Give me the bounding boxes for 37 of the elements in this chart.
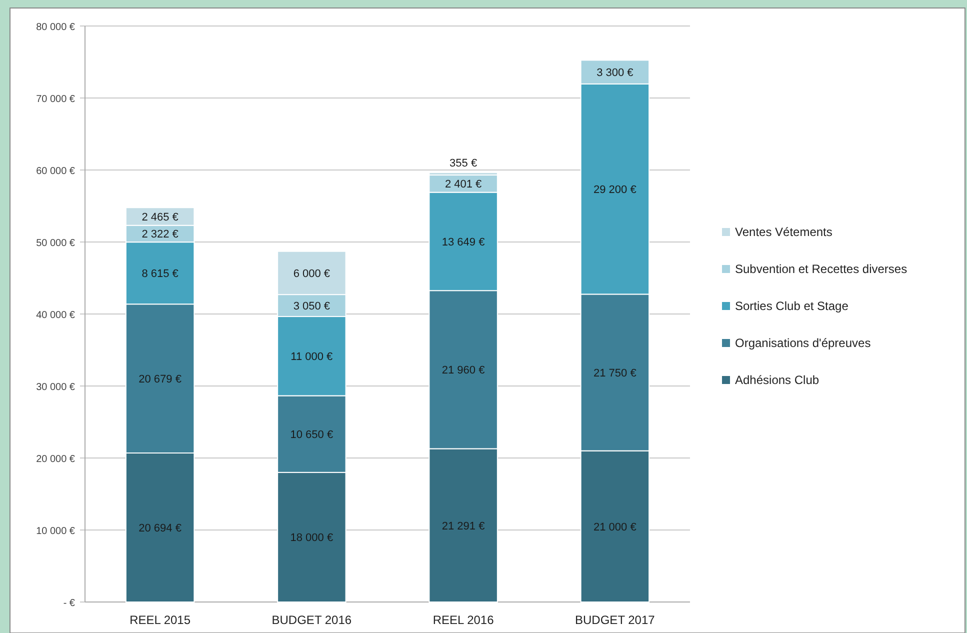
x-tick-label: BUDGET 2016 [272, 613, 352, 627]
y-tick-label: 80 000 € [36, 22, 76, 33]
data-label: 3 300 € [596, 67, 634, 80]
data-label: 21 750 € [594, 368, 636, 380]
data-label: 21 000 € [594, 521, 636, 534]
y-tick-label: 10 000 € [36, 526, 76, 537]
legend-label: Subvention et Recettes diverses [735, 262, 908, 276]
data-label: 3 050 € [293, 300, 330, 313]
legend-label: Sorties Club et Stage [735, 299, 849, 313]
x-tick-label: BUDGET 2017 [575, 613, 656, 627]
y-tick-label: 30 000 € [36, 382, 76, 393]
y-tick-label: 20 000 € [36, 454, 76, 465]
data-label: 29 200 € [594, 184, 636, 196]
y-tick-label: 50 000 € [36, 238, 76, 249]
x-tick-label: REEL 2015 [130, 613, 191, 627]
y-tick-label: 40 000 € [36, 310, 76, 321]
data-label: 2 465 € [142, 211, 178, 224]
data-label: 8 615 € [142, 268, 178, 280]
data-label: 10 650 € [290, 429, 334, 442]
data-label: 18 000 € [290, 532, 334, 544]
data-label: 13 649 € [442, 236, 485, 248]
data-label: 11 000 € [290, 351, 333, 364]
data-label: 21 291 € [442, 520, 485, 532]
y-tick-label: 60 000 € [36, 166, 76, 177]
data-label: 21 960 € [442, 364, 485, 377]
x-tick-label: REEL 2016 [432, 613, 494, 627]
data-label: 2 322 € [142, 228, 178, 241]
legend-label: Adhésions Club [735, 373, 820, 387]
legend-label: Organisations d'épreuves [735, 336, 871, 350]
data-label: 20 679 € [138, 374, 182, 386]
data-label: 6 000 € [293, 268, 330, 280]
data-label: 355 € [450, 157, 478, 170]
legend-label: Ventes Vétements [735, 225, 832, 239]
data-label: 2 401 € [444, 178, 482, 191]
data-label: 20 694 € [138, 522, 182, 534]
y-tick-label: 70 000 € [36, 94, 76, 105]
y-tick-label: - € [63, 598, 76, 609]
